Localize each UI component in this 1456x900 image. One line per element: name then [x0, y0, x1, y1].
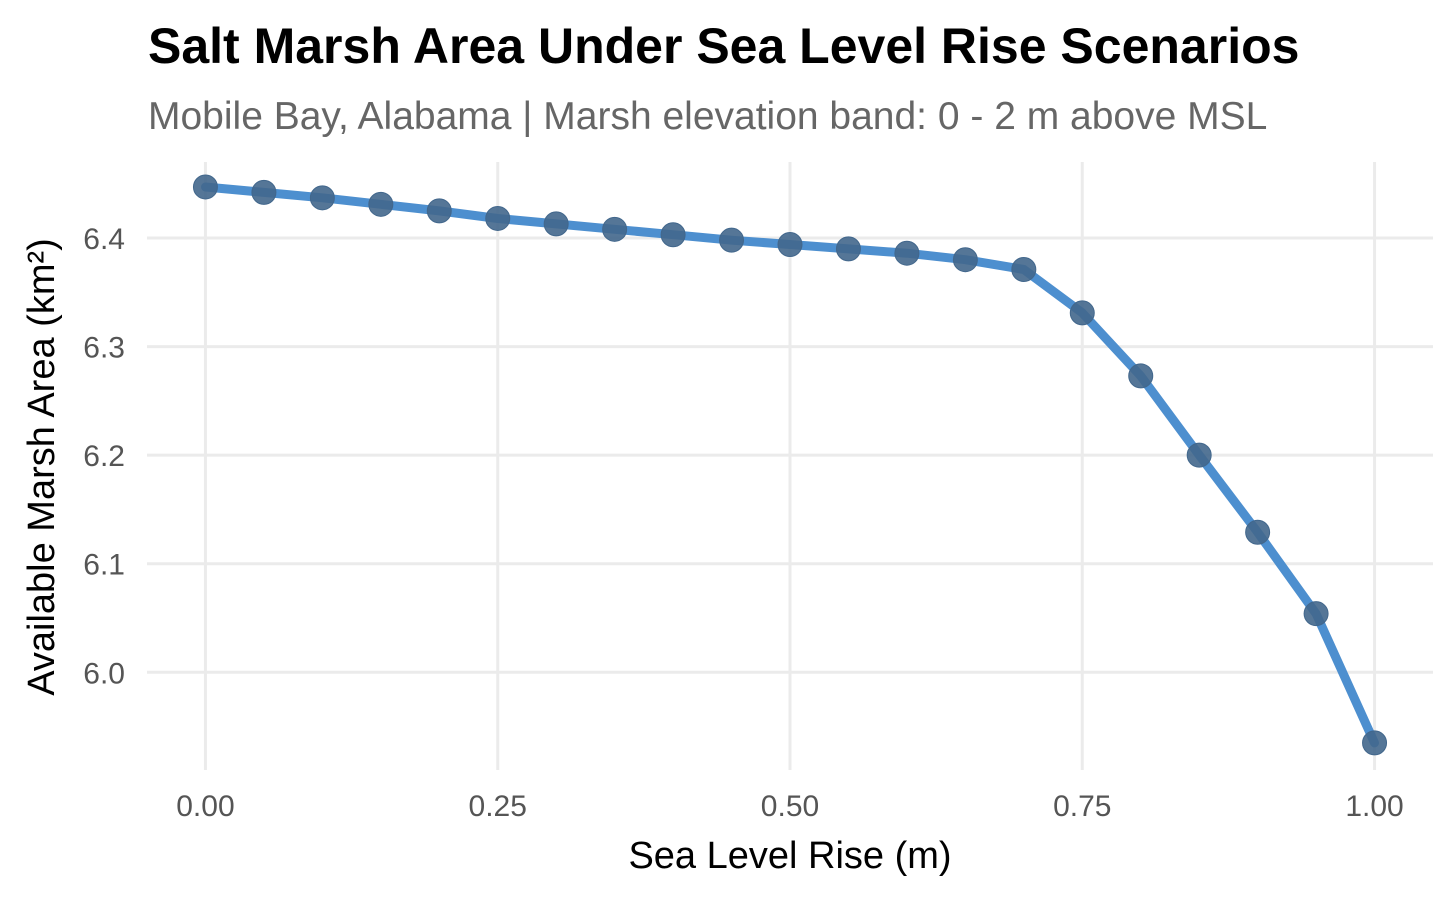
x-axis-title: Sea Level Rise (m) [628, 835, 951, 877]
chart-title: Salt Marsh Area Under Sea Level Rise Sce… [148, 18, 1300, 74]
data-point [719, 227, 745, 253]
data-point [835, 236, 861, 262]
chart-subtitle: Mobile Bay, Alabama | Marsh elevation ba… [148, 95, 1268, 138]
data-series [192, 174, 1388, 756]
data-point [309, 185, 335, 211]
data-point [1186, 442, 1212, 468]
x-tick-label: 0.25 [469, 790, 527, 823]
x-tick-label: 1.00 [1345, 790, 1403, 823]
data-point [602, 216, 628, 242]
tick-labels: 0.00 0.25 0.50 0.75 1.00 6.0 6.1 6.2 6.3 6.4 [83, 223, 1403, 823]
y-axis-title: Available Marsh Area (km²) [21, 238, 63, 696]
y-tick-label: 6.1 [83, 549, 125, 582]
data-point [660, 222, 686, 248]
x-tick-label: 0.75 [1053, 790, 1111, 823]
grid-lines [147, 162, 1433, 770]
data-point [1362, 730, 1388, 756]
data-point [894, 240, 920, 266]
data-point [426, 198, 452, 224]
data-point [1011, 256, 1037, 282]
data-point [1303, 601, 1329, 627]
x-tick-label: 0.50 [761, 790, 819, 823]
data-point [251, 179, 277, 205]
data-point [543, 211, 569, 237]
data-point [952, 247, 978, 273]
data-point [368, 191, 394, 217]
data-point [1069, 300, 1095, 326]
data-point [1128, 363, 1154, 389]
y-tick-label: 6.2 [83, 440, 125, 473]
data-point [1245, 519, 1271, 545]
y-tick-label: 6.0 [83, 657, 125, 690]
data-point [777, 232, 803, 258]
x-tick-label: 0.00 [176, 790, 234, 823]
y-tick-label: 6.4 [83, 223, 125, 256]
data-point [485, 205, 511, 231]
data-point [192, 174, 218, 200]
y-tick-label: 6.3 [83, 332, 125, 365]
